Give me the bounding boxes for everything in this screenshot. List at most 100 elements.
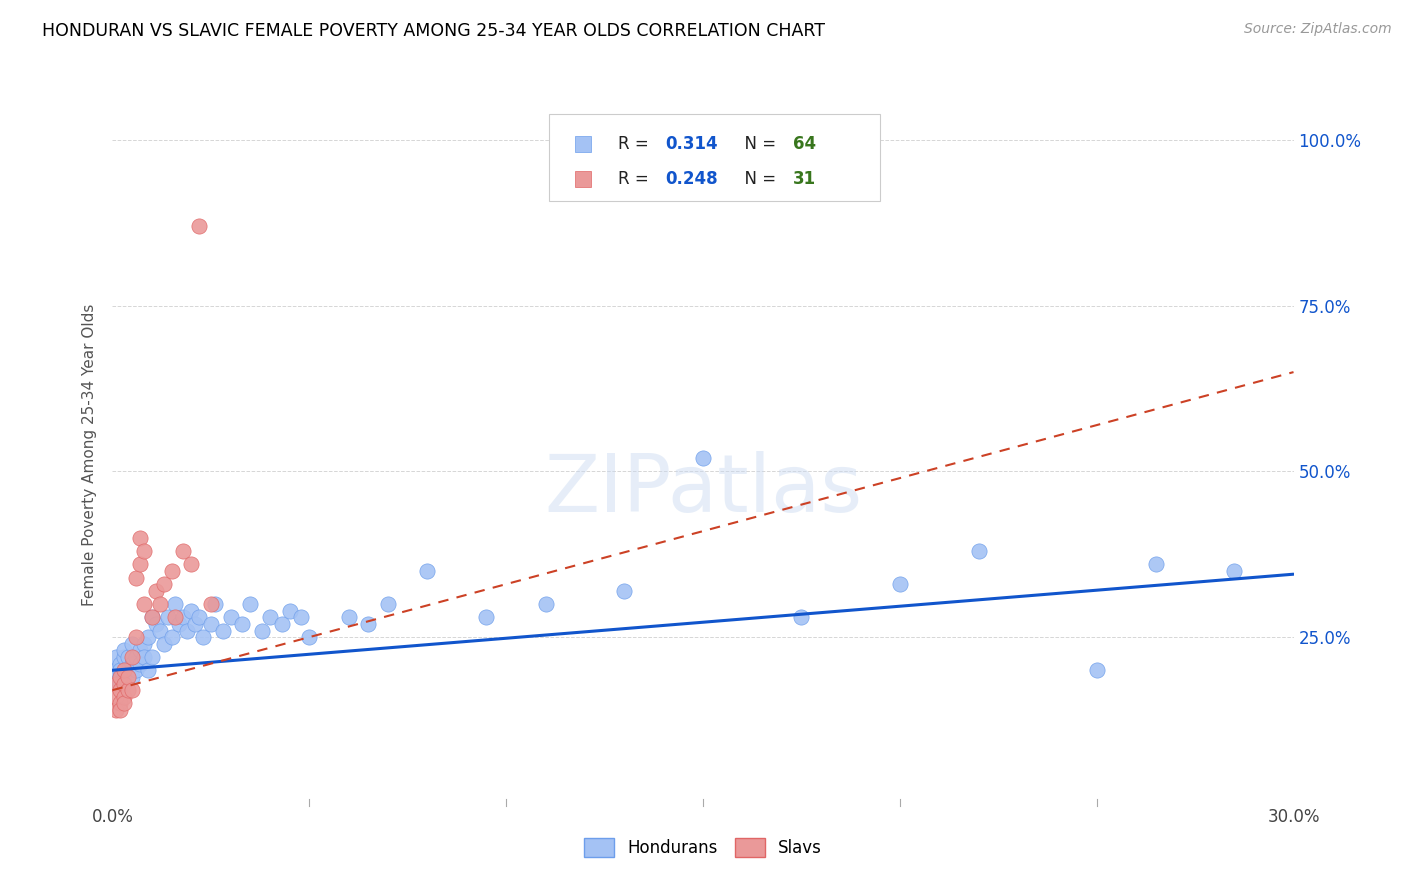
Point — [121, 637, 143, 651]
Point — [1085, 663, 1108, 677]
Point — [105, 690, 128, 704]
Point — [105, 703, 128, 717]
Point — [200, 616, 222, 631]
Point — [191, 630, 214, 644]
Point — [145, 616, 167, 631]
Point — [132, 597, 155, 611]
Point — [259, 610, 281, 624]
Point — [231, 616, 253, 631]
Point — [141, 650, 163, 665]
Point — [211, 624, 233, 638]
Legend: Hondurans, Slavs: Hondurans, Slavs — [578, 831, 828, 864]
Point — [112, 697, 135, 711]
Point — [204, 597, 226, 611]
Point — [250, 624, 273, 638]
Point — [121, 670, 143, 684]
Point — [184, 616, 207, 631]
Text: R =: R = — [619, 135, 654, 153]
Text: N =: N = — [734, 169, 782, 187]
Point — [112, 676, 135, 690]
FancyBboxPatch shape — [550, 114, 880, 201]
Text: Source: ZipAtlas.com: Source: ZipAtlas.com — [1244, 22, 1392, 37]
Text: N =: N = — [734, 135, 782, 153]
Point — [172, 610, 194, 624]
Point — [110, 703, 132, 717]
Point — [110, 670, 132, 684]
Point — [105, 663, 128, 677]
Point — [188, 610, 211, 624]
Point — [239, 597, 262, 611]
Point — [117, 663, 139, 677]
Point — [105, 650, 128, 665]
Point — [112, 643, 135, 657]
Point — [141, 610, 163, 624]
Point — [165, 597, 187, 611]
Point — [416, 564, 439, 578]
Point — [125, 570, 148, 584]
Point — [117, 683, 139, 698]
Point — [149, 597, 172, 611]
Text: ZIPatlas: ZIPatlas — [544, 450, 862, 529]
Point — [169, 616, 191, 631]
Text: 31: 31 — [793, 169, 815, 187]
Point — [219, 610, 242, 624]
Point — [117, 650, 139, 665]
Point — [270, 616, 292, 631]
Point — [1144, 558, 1167, 572]
Point — [141, 610, 163, 624]
Point — [160, 630, 183, 644]
Point — [180, 604, 202, 618]
Point — [165, 610, 187, 624]
Point — [105, 676, 128, 690]
Text: 64: 64 — [793, 135, 815, 153]
Text: R =: R = — [619, 169, 654, 187]
Point — [125, 630, 148, 644]
Point — [172, 544, 194, 558]
Point — [112, 670, 135, 684]
Point — [149, 624, 172, 638]
Point — [278, 604, 301, 618]
Point — [112, 663, 135, 677]
Point — [188, 219, 211, 234]
Point — [160, 564, 183, 578]
Point — [132, 637, 155, 651]
Point — [1223, 564, 1246, 578]
Y-axis label: Female Poverty Among 25-34 Year Olds: Female Poverty Among 25-34 Year Olds — [82, 304, 97, 606]
Point — [112, 650, 135, 665]
Point — [110, 663, 132, 677]
Text: 0.248: 0.248 — [665, 169, 718, 187]
Point — [136, 663, 159, 677]
Text: 0.314: 0.314 — [665, 135, 718, 153]
Point — [110, 670, 132, 684]
Point — [156, 610, 179, 624]
Point — [132, 544, 155, 558]
Point — [110, 697, 132, 711]
Point — [125, 663, 148, 677]
Point — [534, 597, 557, 611]
Point — [110, 676, 132, 690]
Point — [129, 657, 152, 671]
Point — [298, 630, 321, 644]
Point — [337, 610, 360, 624]
Point — [132, 650, 155, 665]
Text: HONDURAN VS SLAVIC FEMALE POVERTY AMONG 25-34 YEAR OLDS CORRELATION CHART: HONDURAN VS SLAVIC FEMALE POVERTY AMONG … — [42, 22, 825, 40]
Point — [129, 558, 152, 572]
Point — [110, 683, 132, 698]
Point — [129, 531, 152, 545]
Point — [692, 451, 714, 466]
Point — [105, 676, 128, 690]
Point — [377, 597, 399, 611]
Point — [110, 657, 132, 671]
Point — [613, 583, 636, 598]
Point — [136, 630, 159, 644]
Point — [152, 577, 174, 591]
Point — [129, 643, 152, 657]
Point — [152, 637, 174, 651]
Point — [200, 597, 222, 611]
Point — [125, 650, 148, 665]
Point — [889, 577, 911, 591]
Point — [176, 624, 198, 638]
Point — [121, 650, 143, 665]
Point — [790, 610, 813, 624]
Point — [121, 657, 143, 671]
